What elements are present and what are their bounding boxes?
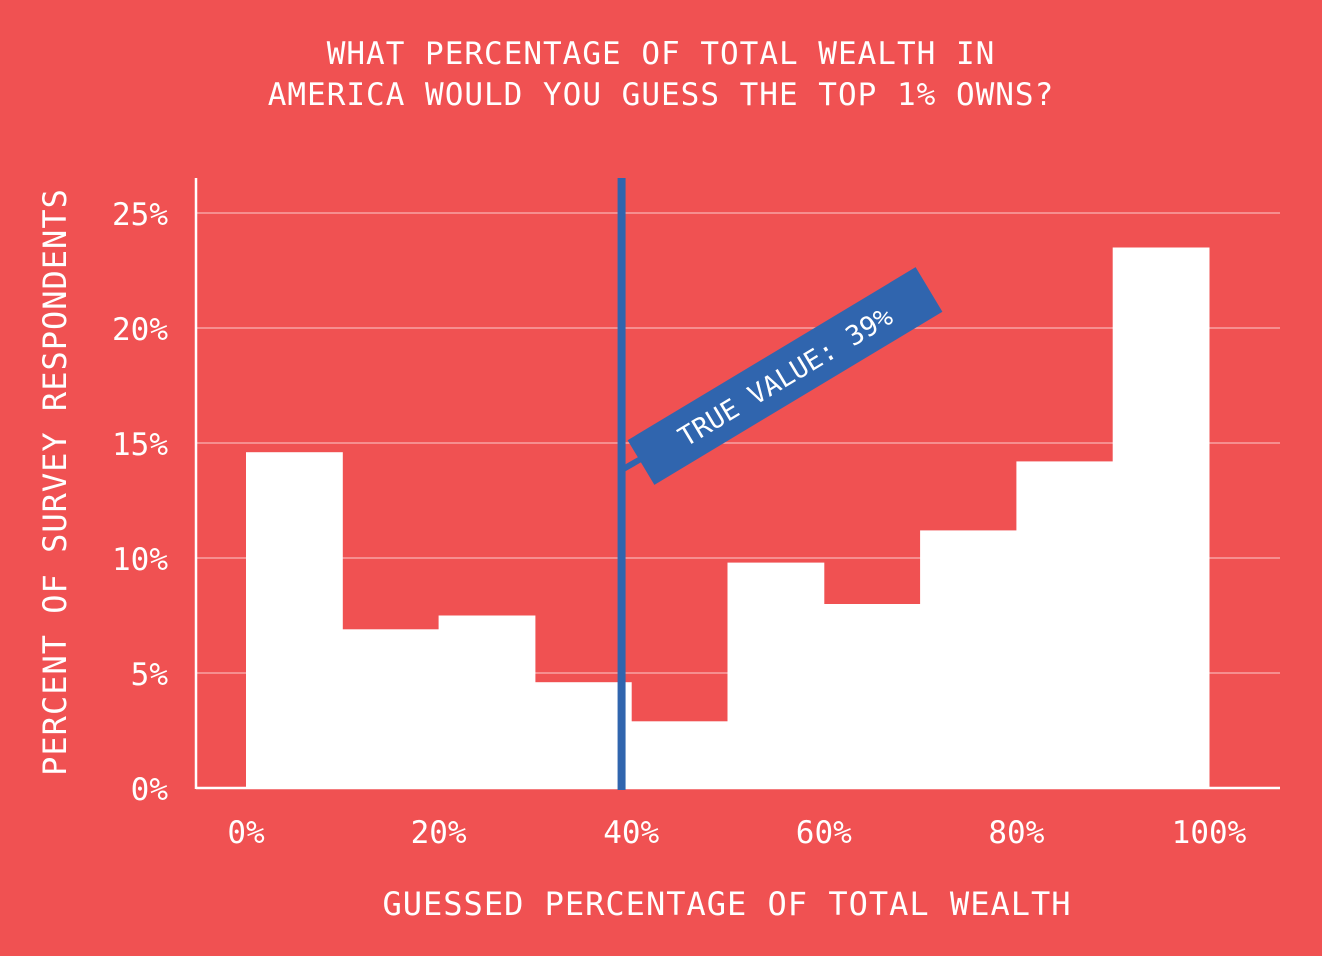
x-tick-label: 0% <box>227 815 265 851</box>
histogram-bar <box>534 682 632 788</box>
x-tick-label: 60% <box>796 815 852 851</box>
chart-title: WHAT PERCENTAGE OF TOTAL WEALTH IN AMERI… <box>0 34 1322 116</box>
title-line-1: WHAT PERCENTAGE OF TOTAL WEALTH IN <box>326 36 996 72</box>
axes <box>194 178 1280 790</box>
x-tick-label: 40% <box>603 815 659 851</box>
histogram-bar <box>727 562 825 788</box>
histogram-bar <box>1112 247 1210 788</box>
histogram-bar <box>920 530 1017 788</box>
x-tick-label: 80% <box>988 815 1044 851</box>
y-tick-label: 15% <box>112 427 168 463</box>
histogram-bar <box>823 604 921 788</box>
y-axis-label: PERCENT OF SURVEY RESPONDENTS <box>36 188 74 776</box>
x-tick-label: 20% <box>411 815 467 851</box>
title-line-2: AMERICA WOULD YOU GUESS THE TOP 1% OWNS? <box>267 77 1055 113</box>
histogram-bar <box>1016 461 1114 788</box>
y-tick-label: 0% <box>131 772 169 808</box>
true-value-text: TRUE VALUE: 39% <box>673 301 898 453</box>
y-tick-label: 20% <box>112 312 168 348</box>
y-tick-label: 5% <box>131 657 169 693</box>
x-axis-label: GUESSED PERCENTAGE OF TOTAL WEALTH <box>382 885 1071 923</box>
tick-labels: 0% 5% 10% 15% 20% 25% 0% 20% 40% 60% 80% 100% <box>112 197 1247 851</box>
true-value-label: TRUE VALUE: 39% <box>627 267 943 485</box>
bars <box>246 247 1210 788</box>
label-box <box>627 267 943 485</box>
histogram-bar <box>342 629 440 788</box>
histogram-bar <box>438 615 536 788</box>
histogram-bar <box>631 721 728 788</box>
y-tick-label: 10% <box>112 542 168 578</box>
y-tick-label: 25% <box>112 197 168 233</box>
histogram-bar <box>246 452 343 788</box>
x-tick-label: 100% <box>1172 815 1247 851</box>
